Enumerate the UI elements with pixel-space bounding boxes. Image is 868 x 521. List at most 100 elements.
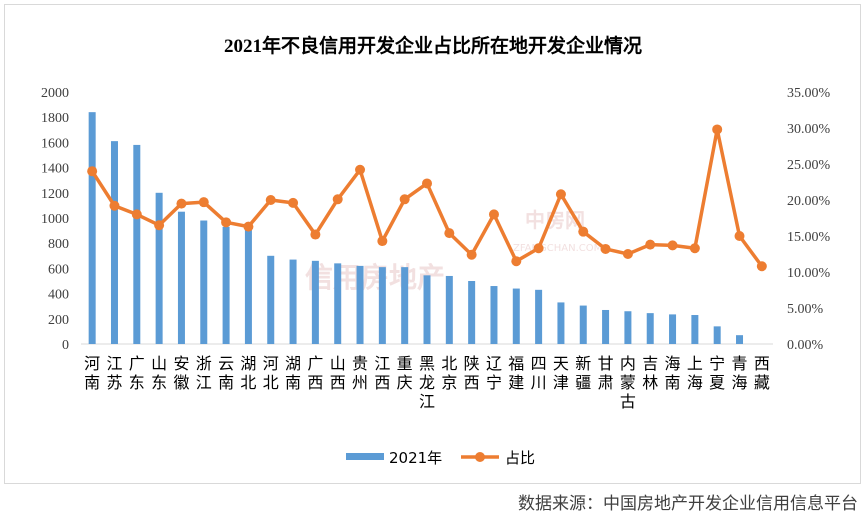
bar — [133, 144, 141, 344]
ratio-point — [533, 243, 544, 254]
ratio-point — [377, 236, 388, 247]
bar — [512, 288, 520, 344]
y-right-tick-label: 30.00% — [787, 122, 831, 137]
x-tick-label: 山西 — [330, 354, 346, 392]
bar — [244, 228, 252, 344]
bar — [646, 313, 654, 344]
ratio-point — [555, 189, 566, 200]
legend: 2021年 占比 — [346, 449, 535, 467]
bar — [88, 112, 96, 344]
y-right-tick-label: 10.00% — [787, 266, 831, 281]
x-tick-label: 陕西 — [464, 354, 480, 392]
ratio-point — [109, 200, 120, 211]
ratio-point — [310, 229, 321, 240]
ratio-point — [578, 226, 589, 237]
y-right-tick-label: 20.00% — [787, 194, 831, 209]
bar — [222, 226, 230, 344]
axes-layer: 0 200 400 600 800 1000 1200 1400 1600 1800 2000 0.0… — [41, 86, 831, 353]
y-right-tick-label: 35.00% — [787, 86, 831, 101]
x-tick-label: 浙江 — [196, 354, 212, 392]
bar — [401, 267, 409, 344]
legend-bar-label: 2021年 — [389, 449, 442, 467]
x-tick-label: 辽宁 — [486, 354, 502, 392]
ratio-point — [399, 194, 410, 205]
ratio-point — [221, 217, 232, 228]
ratio-point — [667, 240, 678, 251]
source-note: 数据来源：中国房地产开发企业信用信息平台 — [518, 494, 858, 514]
ratio-point — [288, 197, 299, 208]
ratio-point — [622, 249, 633, 259]
x-tick-label: 重庆 — [397, 354, 413, 392]
bar — [267, 255, 275, 344]
ratio-point — [466, 249, 477, 260]
chart-frame: 2021年不良信用开发企业占比所在地开发企业情况 信用房地产 中房网 ZFANGCH… — [4, 4, 861, 484]
x-tick-label: 河南 — [84, 354, 100, 392]
x-tick-label: 江西 — [374, 354, 390, 392]
watermark-text: ZFANGCHAN.COM — [513, 243, 602, 254]
x-tick-label: 西藏 — [754, 354, 770, 392]
y-left-tick-label: 1600 — [41, 136, 69, 151]
bar — [691, 315, 699, 344]
x-tick-label: 河北 — [263, 354, 279, 392]
chart-svg: 2021年不良信用开发企业占比所在地开发企业情况 信用房地产中房网ZFANGCH… — [41, 34, 831, 467]
ratio-point — [87, 166, 98, 177]
ratio-point — [355, 164, 366, 175]
x-tick-label: 内蒙古 — [620, 354, 636, 411]
y-left-tick-label: 1000 — [41, 212, 69, 227]
x-tick-label: 青海 — [732, 354, 748, 392]
ratio-point — [198, 197, 209, 208]
x-tick-label: 安徽 — [173, 354, 189, 392]
ratio-point — [332, 194, 343, 205]
x-tick-label: 湖南 — [285, 354, 301, 392]
ratio-point — [488, 209, 499, 220]
ratio-point — [511, 256, 522, 267]
ratio-point — [265, 195, 276, 205]
bar — [423, 275, 431, 344]
ratio-point — [689, 243, 700, 254]
bar — [378, 267, 386, 344]
y-right-tick-label: 0.00% — [787, 338, 824, 353]
bar — [602, 309, 610, 344]
x-tick-label: 广东 — [129, 354, 145, 392]
y-left-tick-label: 1800 — [41, 111, 69, 126]
x-tick-label: 湖北 — [240, 354, 256, 392]
x-tick-label: 广西 — [307, 354, 323, 392]
chart-title: 2021年不良信用开发企业占比所在地开发企业情况 — [224, 34, 642, 57]
legend-bar-swatch — [346, 453, 384, 460]
x-tick-label: 甘肃 — [598, 354, 614, 392]
bar — [356, 265, 364, 344]
x-tick-label: 吉林 — [642, 354, 658, 392]
ratio-point — [154, 220, 165, 231]
x-tick-label: 山东 — [151, 354, 167, 392]
x-tick-label: 黑龙江 — [419, 354, 435, 411]
line-layer — [87, 124, 767, 272]
ratio-point — [444, 228, 455, 239]
ratio-point — [176, 198, 187, 209]
x-tick-label: 北京 — [441, 354, 457, 392]
y-left-tick-label: 600 — [48, 262, 69, 277]
ratio-point — [131, 209, 142, 220]
bar — [535, 289, 543, 344]
ratio-line — [90, 127, 764, 268]
y-left-tick-label: 200 — [48, 313, 69, 328]
bar — [624, 311, 632, 344]
legend-line-label: 占比 — [505, 449, 535, 467]
ratio-point — [243, 221, 254, 232]
y-left-tick-label: 800 — [48, 237, 69, 252]
bar — [289, 259, 297, 344]
bar — [177, 211, 185, 344]
y-right-tick-label: 5.00% — [787, 302, 824, 317]
y-left-tick-label: 400 — [48, 288, 69, 303]
bar — [200, 220, 208, 344]
bar — [669, 314, 677, 344]
ratio-point — [756, 261, 767, 272]
legend-line-marker — [475, 452, 485, 462]
y-left-tick-label: 1400 — [41, 162, 69, 177]
watermark-text: 信用房地产 — [305, 261, 445, 294]
x-tick-label: 贵州 — [352, 354, 368, 392]
bars-layer — [88, 112, 744, 344]
bar — [468, 281, 476, 344]
x-tick-label: 海南 — [665, 354, 681, 392]
bar — [311, 260, 319, 344]
bar — [155, 192, 163, 344]
